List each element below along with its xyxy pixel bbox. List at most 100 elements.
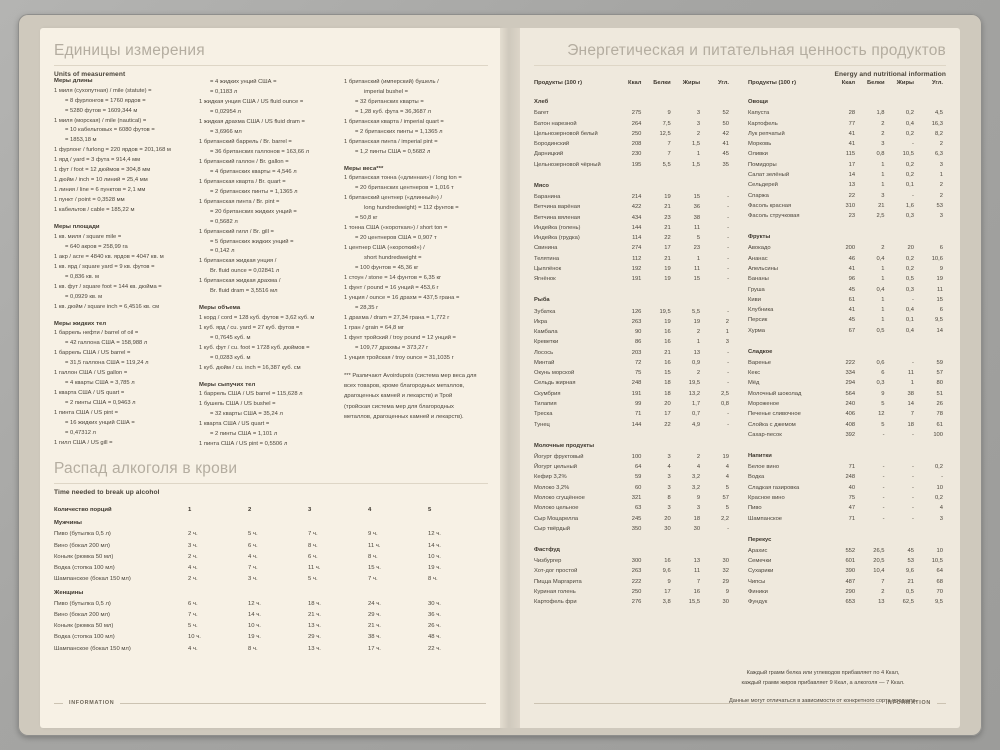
food-kcal: 23: [848, 213, 856, 220]
table-row: Сыр твёрдый 350 30 30 -: [534, 524, 732, 534]
alcohol-hours-cell: 26 ч.: [428, 623, 441, 630]
food-kcal: 263: [631, 318, 642, 325]
food-fat: -: [912, 431, 914, 438]
units-line: 1 акр / acre = 4840 кв. ярдов = 4047 кв.…: [54, 253, 164, 260]
food-name: Цельнозерновой чёрный: [534, 161, 601, 168]
food-fat: 0,2: [905, 110, 914, 117]
alcohol-hours-cell: 19 ч.: [248, 634, 261, 641]
units-line: 1 куб. фут / cu. foot = 1728 куб. дюймов…: [199, 344, 310, 351]
food-name: Бородинский: [534, 141, 570, 148]
units-line: 1 баррель США / US barrel =: [54, 350, 131, 357]
food-carbs: 45: [722, 151, 729, 158]
food-protein: -: [882, 464, 885, 471]
table-row: Ветчина варёная 422 21 36 -: [534, 202, 732, 212]
food-kcal: 114: [632, 235, 642, 242]
food-kcal: 294: [845, 380, 856, 387]
table-row: Пиво (бутылка 0,5 л) 6 ч. 12 ч. 18 ч. 24 ч. 3…: [54, 598, 488, 609]
table-row: Цыплёнок 192 19 11 -: [534, 264, 732, 274]
food-protein: 1: [881, 171, 885, 178]
alcohol-hours-cell: 6 ч.: [188, 600, 198, 607]
alcohol-hours-cell: 6 ч.: [248, 542, 258, 549]
food-carbs: 51: [936, 390, 943, 397]
food-carbs: 1: [725, 329, 729, 336]
table-row: Икра 263 19 19 2: [534, 317, 732, 327]
col-header-fat: Жиры: [682, 80, 701, 87]
units-line: 1 баррель США / US barrel = 115,628 л: [199, 391, 303, 398]
units-line: 1 британский (имперский) бушель /: [344, 79, 439, 85]
food-kcal: 245: [631, 515, 642, 522]
food-protein: 3,8: [662, 599, 671, 606]
food-kcal: 28: [848, 110, 856, 117]
food-fat: 62,5: [902, 599, 914, 606]
table-row: Пиво 47 - - 4: [748, 503, 946, 513]
units-line: 1 кабельтов / cable = 185,22 м: [54, 207, 135, 214]
nutrition-category-label: Перекус: [748, 536, 772, 543]
units-line: = 0,142 л: [210, 248, 235, 255]
alcohol-hours-cell: 8 ч.: [248, 645, 258, 652]
food-protein: 5: [881, 401, 885, 408]
food-kcal: 350: [631, 525, 642, 532]
table-row: Хот-дог простой 263 9,6 11 32: [534, 566, 732, 576]
food-kcal: 552: [845, 547, 856, 554]
food-name: Персик: [748, 317, 768, 324]
food-kcal: 17: [848, 161, 856, 168]
food-fat: 0,5: [905, 588, 914, 595]
table-row: Куриная голень 250 17 16 9: [534, 587, 732, 597]
units-line: = 31,5 галлона США = 119,24 л: [65, 360, 149, 367]
food-kcal: 126: [631, 308, 642, 315]
food-protein: 18: [664, 390, 671, 397]
food-kcal: 59: [634, 474, 642, 481]
food-protein: 18: [664, 380, 671, 387]
alcohol-hours-cell: 10 ч.: [248, 623, 261, 630]
alcohol-hours-cell: 18 ч.: [308, 600, 321, 607]
food-kcal: 45: [848, 317, 856, 324]
food-name: Хурма: [748, 327, 766, 334]
nutrition-table-left: Продукты (100 г) Ккал Белки Жиры Угл. Хл…: [534, 78, 732, 607]
nutrition-category-row: Фрукты: [748, 226, 946, 243]
units-line: 1 пинта США / US pint =: [54, 409, 119, 416]
food-kcal: 408: [845, 421, 856, 428]
units-column-1: Меры длины 1 миля (сухопутная) / mile (st…: [54, 78, 190, 450]
food-carbs: 41: [722, 141, 729, 148]
food-name: Сухарики: [748, 568, 774, 575]
units-line: = 1,2 пинты США = 0,5682 л: [355, 148, 431, 155]
food-carbs: 10: [936, 547, 943, 554]
units-line: 1 британская жидкая унция /: [199, 258, 277, 265]
food-protein: 19: [664, 318, 671, 325]
food-name: Икра: [534, 318, 548, 325]
table-row: Мёд 294 0,3 1 80: [748, 378, 946, 388]
table-row: Пиво (бутылка 0,5 л) 2 ч. 5 ч. 7 ч. 9 ч. 12 ч…: [54, 529, 488, 540]
units-line: 1 британская кварта / Br. quart =: [199, 178, 286, 185]
table-row: Арахис 552 26,5 45 10: [748, 546, 946, 556]
food-fat: 0,1: [905, 182, 914, 189]
food-protein: 1: [881, 296, 885, 303]
food-kcal: 40: [848, 484, 856, 491]
food-carbs: -: [727, 370, 729, 377]
alcohol-hours-cell: 11 ч.: [368, 542, 381, 549]
food-carbs: 5: [725, 484, 729, 491]
food-name: Ягнёнок: [534, 276, 556, 283]
units-line: = 0,47312 л: [65, 429, 96, 436]
food-kcal: 276: [631, 599, 642, 606]
food-protein: -: [882, 505, 885, 512]
food-carbs: 52: [722, 110, 729, 117]
food-fat: 38: [907, 390, 914, 397]
food-protein: 1,8: [876, 110, 885, 117]
food-protein: 19: [664, 276, 671, 283]
food-carbs: 100: [933, 431, 943, 438]
food-fat: 9: [696, 495, 701, 501]
alcohol-table-head: Количество порций 1 2 3 4 5: [54, 504, 488, 515]
alcohol-hours-cell: 5 ч.: [308, 576, 318, 583]
food-carbs: 2: [725, 318, 729, 325]
food-fat: 15,5: [688, 599, 701, 606]
table-row: Хурма 67 0,5 0,4 14: [748, 325, 946, 335]
food-protein: 7: [667, 141, 671, 148]
food-carbs: 53: [936, 202, 943, 209]
units-line: 1 пункт / point = 0,3528 мм: [54, 197, 125, 204]
food-name: Свинина: [534, 245, 558, 252]
food-protein: 3: [881, 141, 885, 148]
alcohol-hours-cell: 8 ч.: [308, 542, 318, 549]
nutrition-category-label: Напитки: [748, 453, 772, 460]
food-kcal: 75: [848, 495, 856, 501]
food-name: Белое вино: [748, 464, 780, 471]
